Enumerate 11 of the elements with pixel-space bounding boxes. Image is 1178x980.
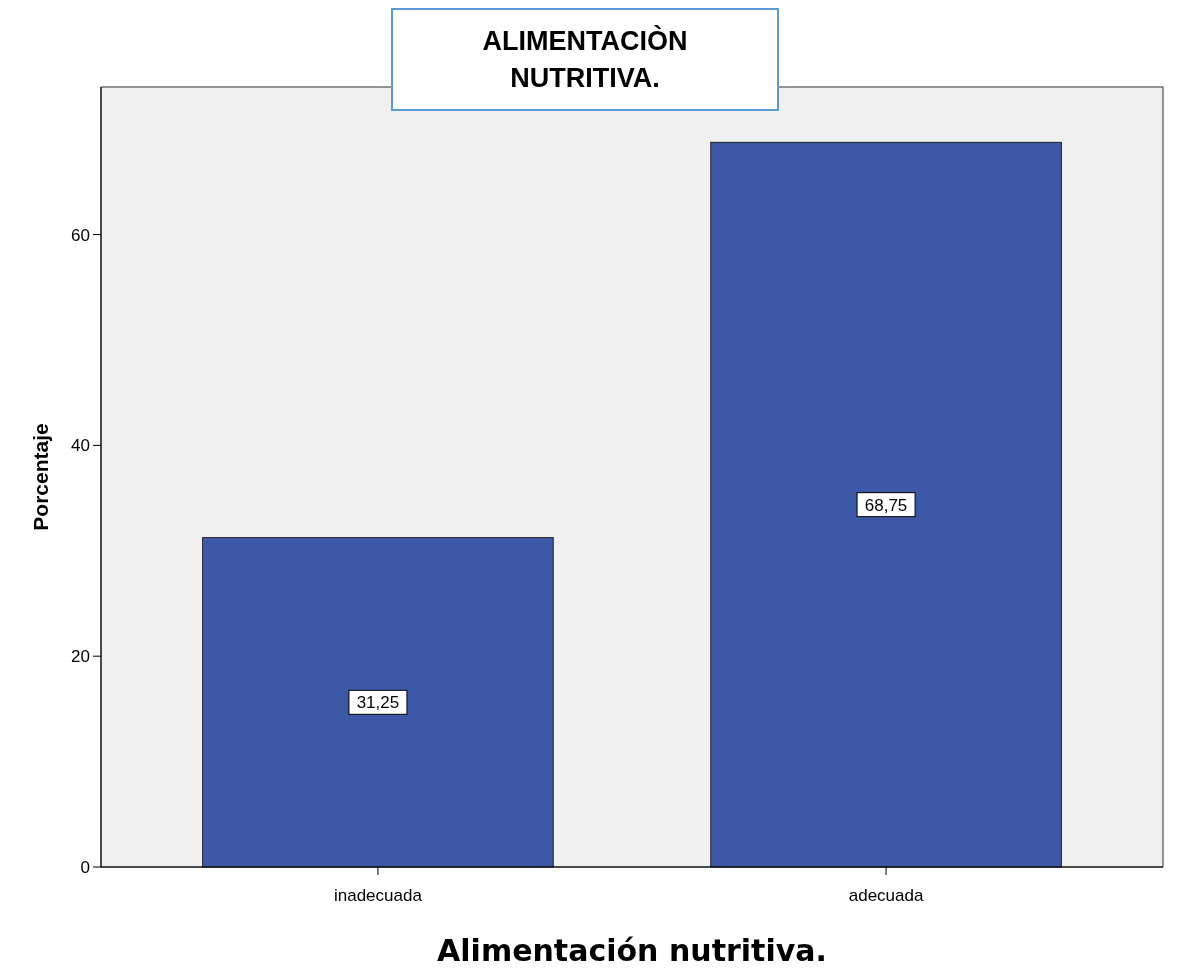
x-tick-label: adecuada [848,886,924,905]
data-label: 31,25 [356,693,400,713]
chart-title: ALIMENTACIÒN NUTRITIVA. [481,24,689,95]
x-tick-label: inadecuada [333,886,423,905]
y-tick-label: 60 [71,225,90,245]
data-label: 68,75 [864,495,908,515]
y-tick-label: 20 [71,647,90,667]
y-tick-label: 0 [80,858,90,877]
y-tick-label: 40 [71,436,90,456]
x-axis-title: Alimentación nutritiva. [437,933,827,968]
y-axis-title: Porcentaje [29,423,52,531]
